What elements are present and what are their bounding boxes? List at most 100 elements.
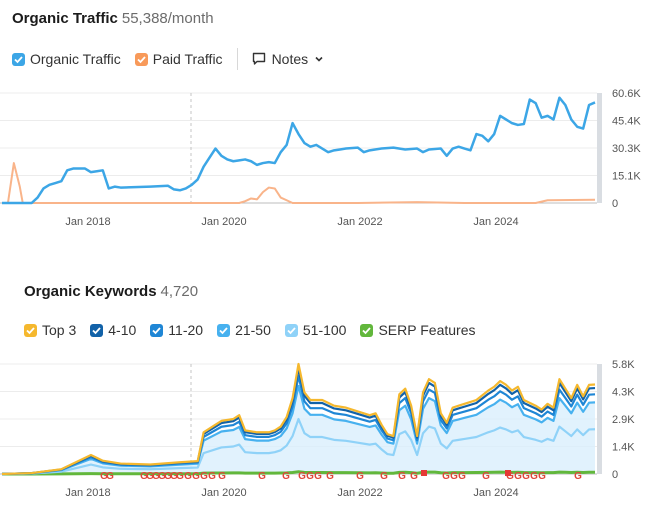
google-update-icon: G bbox=[158, 471, 166, 482]
x-tick-label: Jan 2020 bbox=[201, 216, 246, 228]
y-tick-label: 4.3K bbox=[612, 387, 635, 399]
y-tick-label: 45.4K bbox=[612, 116, 641, 128]
series-line-top-3 bbox=[1, 362, 596, 476]
traffic-legend: Organic Traffic Paid Traffic Notes bbox=[12, 48, 331, 70]
x-tick-label: Jan 2022 bbox=[337, 487, 382, 499]
keywords-title: Organic Keywords 4,720 bbox=[24, 283, 198, 300]
google-update-icon: G bbox=[458, 471, 466, 482]
google-update-icon: G bbox=[314, 471, 322, 482]
legend-paid-traffic[interactable]: Paid Traffic bbox=[134, 51, 223, 67]
keywords-chart: 5.8K 4.3K 2.9K 1.4K 0 Jan 2018 Jan 2020 Jan 202… bbox=[0, 359, 635, 499]
checkbox-checked-icon[interactable] bbox=[12, 52, 25, 66]
google-update-icon: G bbox=[184, 471, 192, 482]
chevron-down-icon bbox=[315, 56, 323, 62]
x-tick-label: Jan 2018 bbox=[65, 216, 110, 228]
checkbox-checked-icon[interactable] bbox=[90, 323, 104, 337]
notes-label: Notes bbox=[271, 51, 309, 67]
google-update-icon: G bbox=[140, 471, 148, 482]
legend-4-10[interactable]: 4-10 bbox=[90, 322, 136, 338]
legend-label: Paid Traffic bbox=[152, 51, 223, 67]
google-update-icon: G bbox=[538, 471, 546, 482]
legend-divider bbox=[236, 48, 238, 70]
google-update-icon: G bbox=[298, 471, 306, 482]
x-tick-label: Jan 2024 bbox=[473, 216, 518, 228]
google-update-icon: G bbox=[450, 471, 458, 482]
y-tick-label: 5.8K bbox=[612, 359, 635, 371]
y-tick-label: 2.9K bbox=[612, 414, 635, 426]
legend-label: 4-10 bbox=[108, 322, 137, 338]
google-update-icon: G bbox=[200, 471, 208, 482]
google-update-icon: G bbox=[100, 471, 108, 482]
google-update-icon: G bbox=[208, 471, 216, 482]
google-update-icon: G bbox=[410, 471, 418, 482]
series-line-organic-traffic bbox=[2, 96, 596, 205]
chart-right-gutter bbox=[597, 364, 602, 474]
series-area-21-50 bbox=[2, 386, 595, 474]
y-tick-label: 60.6K bbox=[612, 88, 641, 100]
google-update-icon: G bbox=[170, 471, 178, 482]
google-update-icon: G bbox=[176, 471, 184, 482]
traffic-chart: 60.6K 45.4K 30.3K 15.1K 0 Jan 2018 Jan 2020 Jan… bbox=[0, 88, 641, 228]
checkbox-checked-icon[interactable] bbox=[284, 323, 298, 337]
keywords-legend: Top 3 4-10 11-20 21-50 51-100 SERP Featu… bbox=[24, 322, 489, 338]
legend-organic-traffic[interactable]: Organic Traffic bbox=[12, 51, 121, 67]
google-update-icon: G bbox=[306, 471, 314, 482]
legend-serp-features[interactable]: SERP Features bbox=[360, 322, 475, 338]
google-update-icon: G bbox=[356, 471, 364, 482]
legend-label: SERP Features bbox=[378, 322, 476, 338]
keywords-value: 4,720 bbox=[160, 283, 199, 300]
google-update-icon: G bbox=[218, 471, 226, 482]
google-update-icon: G bbox=[380, 471, 388, 482]
legend-21-50[interactable]: 21-50 bbox=[217, 322, 271, 338]
checkbox-checked-icon[interactable] bbox=[24, 323, 37, 337]
y-tick-label: 30.3K bbox=[612, 143, 641, 155]
y-tick-label: 0 bbox=[612, 469, 618, 481]
flag-icon bbox=[421, 470, 427, 476]
notes-dropdown[interactable]: Notes bbox=[252, 51, 332, 67]
series-line-paid-traffic bbox=[2, 162, 596, 204]
legend-label: Top 3 bbox=[42, 322, 77, 338]
legend-11-20[interactable]: 11-20 bbox=[150, 322, 203, 338]
y-tick-label: 0 bbox=[612, 198, 618, 210]
google-update-icon: G bbox=[482, 471, 490, 482]
traffic-title-text: Organic Traffic bbox=[12, 10, 118, 27]
traffic-value: 55,388/month bbox=[121, 10, 214, 27]
legend-51-100[interactable]: 51-100 bbox=[284, 322, 347, 338]
series-line-51-100 bbox=[1, 417, 596, 476]
checkbox-checked-icon[interactable] bbox=[134, 52, 148, 66]
legend-label: 51-100 bbox=[302, 322, 347, 338]
series-line-21-50 bbox=[1, 384, 596, 476]
google-update-icon: G bbox=[530, 471, 538, 482]
keywords-title-text: Organic Keywords bbox=[24, 283, 157, 300]
checkbox-checked-icon[interactable] bbox=[217, 323, 231, 337]
legend-label: 21-50 bbox=[235, 322, 271, 338]
comment-icon bbox=[252, 52, 265, 65]
google-update-icon: G bbox=[106, 471, 114, 482]
series-line-serp-features bbox=[1, 470, 596, 476]
google-update-icon: G bbox=[164, 471, 172, 482]
x-tick-label: Jan 2020 bbox=[201, 487, 246, 499]
google-update-icon: G bbox=[398, 471, 406, 482]
google-update-icon: G bbox=[326, 471, 334, 482]
google-update-icon: G bbox=[146, 471, 154, 482]
x-tick-label: Jan 2024 bbox=[473, 487, 518, 499]
checkbox-checked-icon[interactable] bbox=[150, 323, 164, 337]
legend-top-3[interactable]: Top 3 bbox=[24, 322, 76, 338]
traffic-title: Organic Traffic 55,388/month bbox=[12, 10, 214, 27]
google-update-icon: G bbox=[442, 471, 450, 482]
checkbox-checked-icon[interactable] bbox=[360, 323, 374, 337]
google-update-icon: G bbox=[514, 471, 522, 482]
y-tick-label: 1.4K bbox=[612, 442, 635, 454]
google-update-icon: G bbox=[574, 471, 582, 482]
series-line-11-20 bbox=[1, 375, 596, 476]
legend-label: Organic Traffic bbox=[30, 51, 121, 67]
series-line-4-10 bbox=[1, 367, 596, 476]
google-update-icon: G bbox=[192, 471, 200, 482]
legend-label: 11-20 bbox=[168, 322, 204, 338]
flag-icon bbox=[505, 470, 511, 476]
google-update-icon: G bbox=[258, 471, 266, 482]
google-update-icon: G bbox=[522, 471, 530, 482]
x-tick-label: Jan 2018 bbox=[65, 487, 110, 499]
google-update-icon: G bbox=[282, 471, 290, 482]
google-update-icon: G bbox=[506, 471, 514, 482]
